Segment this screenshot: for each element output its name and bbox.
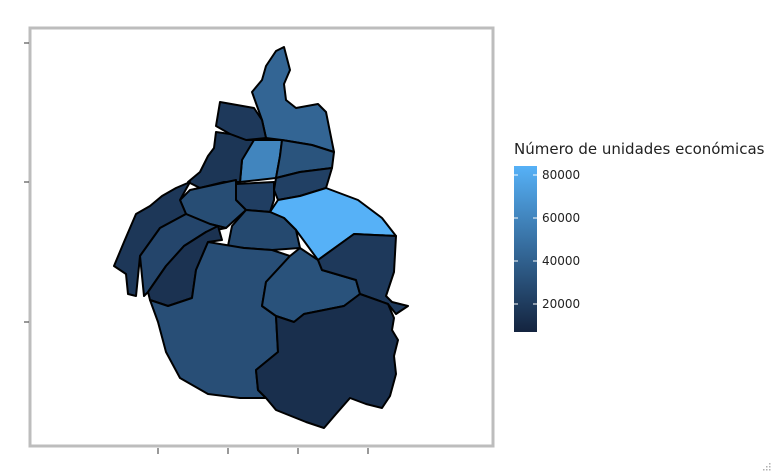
legend-title: Número de unidades económicas — [514, 140, 765, 158]
legend-tick-label: 80000 — [542, 168, 580, 182]
legend-colorbar — [514, 166, 537, 332]
map-region[interactable] — [227, 209, 301, 251]
legend: 80000 60000 40000 20000 — [514, 166, 580, 332]
resize-grip-icon[interactable] — [763, 463, 771, 471]
map-region[interactable] — [317, 233, 409, 315]
legend-tick-label: 60000 — [542, 211, 580, 225]
legend-tick-label: 40000 — [542, 254, 580, 268]
legend-tick-label: 20000 — [542, 297, 580, 311]
map-regions — [113, 46, 409, 429]
map-region[interactable] — [255, 293, 399, 429]
axis-ticks — [24, 42, 369, 454]
